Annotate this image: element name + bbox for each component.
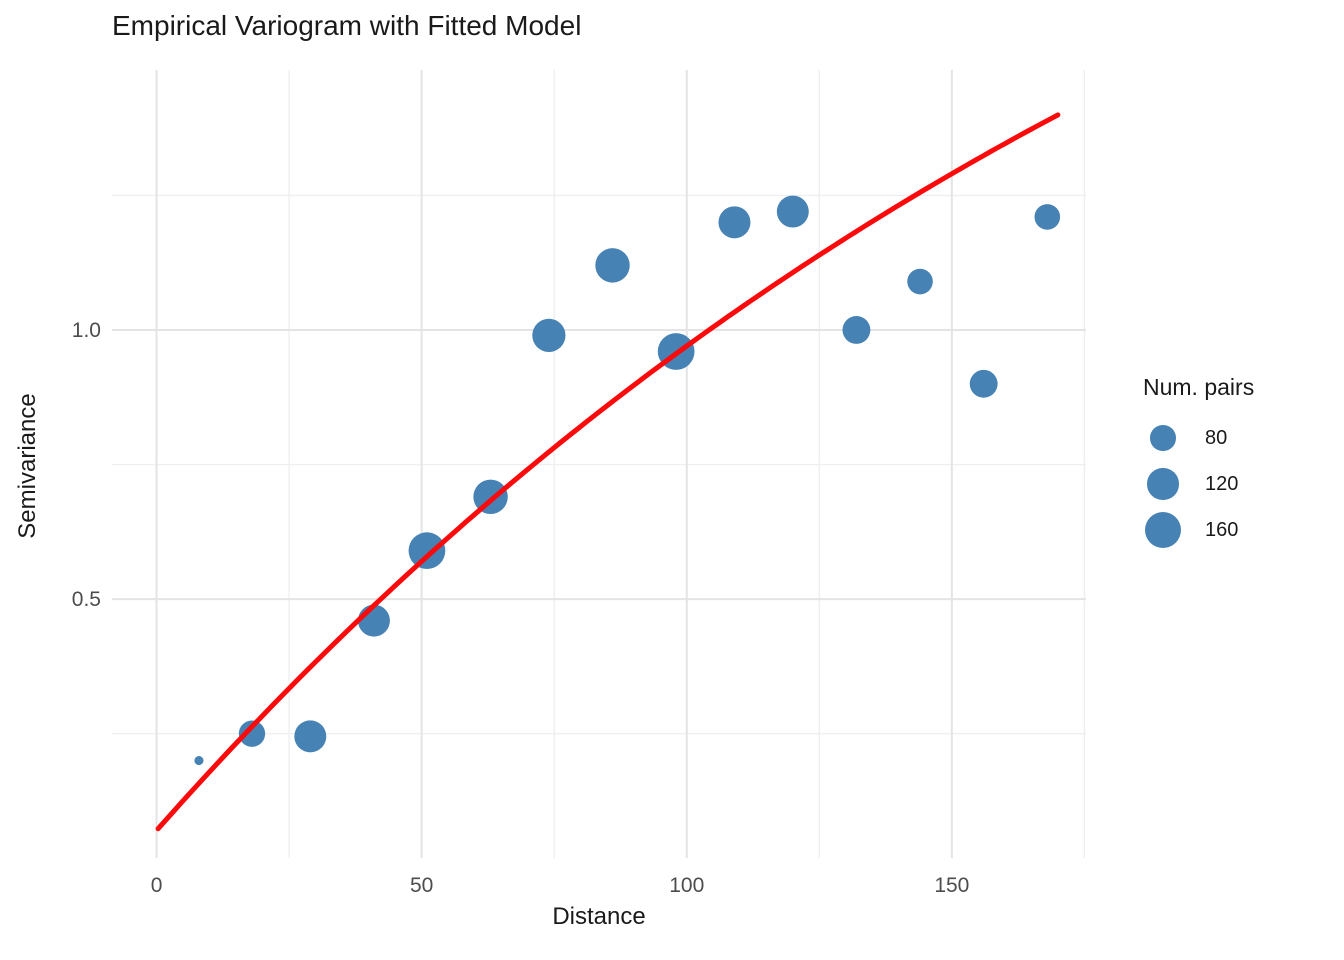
x-axis-title: Distance: [552, 903, 646, 930]
data-point: [969, 369, 998, 398]
legend-bubble-icon: [1147, 468, 1179, 500]
x-tick-label: 50: [410, 874, 433, 897]
y-axis-title: Semivariance: [14, 393, 41, 539]
legend-item: 80: [1143, 415, 1333, 461]
legend: Num. pairs 80 120 160: [1143, 374, 1333, 553]
legend-items: 80 120 160: [1143, 415, 1333, 553]
legend-label: 120: [1205, 472, 1239, 495]
x-tick-label: 100: [669, 874, 704, 897]
legend-key: [1143, 511, 1183, 549]
data-point: [194, 756, 204, 766]
data-point: [776, 195, 809, 228]
legend-label: 160: [1205, 518, 1239, 541]
data-point: [842, 316, 871, 344]
legend-key: [1143, 425, 1183, 451]
legend-title: Num. pairs: [1143, 374, 1255, 400]
chart-title: Empirical Variogram with Fitted Model: [112, 10, 582, 41]
data-point: [294, 720, 327, 753]
x-tick-label: 150: [934, 874, 969, 897]
fitted-model-line: [155, 112, 1061, 832]
data-point: [357, 604, 390, 637]
legend-item: 120: [1143, 461, 1333, 507]
legend-key: [1143, 468, 1183, 500]
data-point: [238, 720, 266, 747]
data-point: [408, 532, 446, 570]
data-point: [907, 268, 933, 295]
legend-bubble-icon: [1150, 425, 1176, 451]
data-point: [1034, 204, 1061, 230]
x-tick-label: 0: [151, 874, 163, 897]
legend-bubble-icon: [1144, 511, 1182, 549]
legend-item: 160: [1143, 507, 1333, 553]
y-tick-label: 1.0: [72, 319, 101, 342]
data-point: [595, 248, 630, 283]
y-tick-label: 0.5: [72, 588, 101, 611]
legend-label: 80: [1205, 426, 1228, 449]
data-point: [718, 206, 751, 239]
data-point: [532, 318, 566, 352]
